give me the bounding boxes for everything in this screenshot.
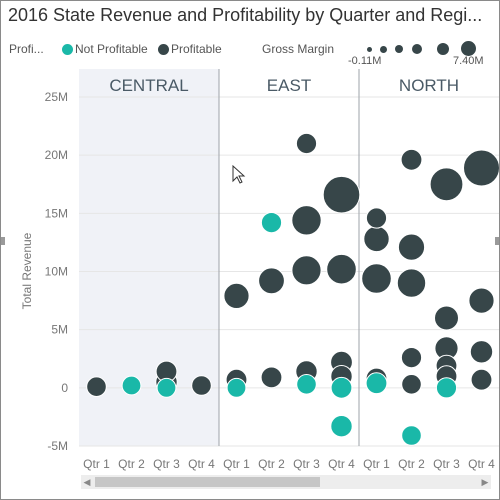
y-tick-label: 5M [51,323,68,337]
legend-size-title: Gross Margin [262,42,335,56]
data-point-central-qtr2[interactable] [121,375,142,396]
data-point-east-qtr4[interactable] [330,415,353,438]
data-point-east-qtr3[interactable] [295,132,318,155]
panel-header-central: CENTRAL [109,76,188,95]
data-point-central-qtr3[interactable] [156,377,177,398]
data-point-north-qtr4[interactable] [463,149,500,187]
data-point-east-qtr4[interactable] [330,376,353,399]
data-point-north-qtr4[interactable] [468,287,495,314]
y-tick-label: 20M [45,148,68,162]
x-tick-label: Qtr 1 [223,457,250,471]
x-tick-label: Qtr 4 [328,457,355,471]
data-point-north-qtr1[interactable] [365,372,388,395]
x-tick-label: Qtr 3 [153,457,180,471]
legend-size-marker [395,45,403,53]
legend-marker-profitable [158,44,169,55]
mouse-pointer-icon [232,165,246,184]
data-point-east-qtr2[interactable] [260,212,283,234]
data-point-north-qtr4[interactable] [470,368,493,391]
legend-size-marker [367,47,372,52]
legend-marker-not-profitable [62,44,73,55]
x-tick-label: Qtr 2 [398,457,425,471]
legend-item-not-profitable[interactable]: Not Profitable [75,42,148,56]
panel-dividers [218,69,360,446]
data-point-north-qtr2[interactable] [397,233,426,261]
x-tick-label: Qtr 2 [118,457,145,471]
legend-size-marker [412,44,422,54]
data-point-north-qtr2[interactable] [401,374,422,395]
data-point-north-qtr1[interactable] [365,207,388,229]
x-tick-label: Qtr 4 [188,457,215,471]
data-point-central-qtr4[interactable] [191,375,212,396]
y-tick-label: 25M [45,90,68,104]
data-point-north-qtr1[interactable] [363,225,390,253]
x-tick-label: Qtr 3 [293,457,320,471]
x-tick-label: Qtr 3 [433,457,460,471]
y-tick-label: 15M [45,206,68,220]
data-point-north-qtr2[interactable] [400,347,423,369]
data-points [86,132,500,446]
panel-header-east: EAST [267,76,311,95]
panel-headers: CENTRAL EAST NORTH [109,76,459,95]
horizontal-scrollbar[interactable]: ◀ ▶ [81,475,491,489]
legend-item-profitable[interactable]: Profitable [171,42,222,56]
x-tick-label: Qtr 4 [468,457,495,471]
data-point-central-qtr1[interactable] [86,376,107,398]
data-point-north-qtr3[interactable] [434,305,459,331]
x-axis: Qtr 1 Qtr 2 Qtr 3 Qtr 4 Qtr 1 Qtr 2 Qtr 3 Qtr 4… [83,457,495,471]
data-point-east-qtr2[interactable] [258,267,285,295]
chevron-left-icon[interactable]: ◀ [83,477,91,487]
legend: Profi... Not Profitable Profitable Gross… [1,37,499,67]
data-point-east-qtr2[interactable] [260,366,283,389]
gridlines [79,96,499,447]
data-point-north-qtr3[interactable] [435,377,458,399]
data-point-north-qtr4[interactable] [469,340,494,364]
resize-handle-right[interactable] [495,237,499,245]
data-point-east-qtr4[interactable] [326,253,357,285]
legend-size-marker [461,41,476,56]
data-point-east-qtr3[interactable] [296,374,317,395]
legend-size-min: -0.11M [348,55,382,67]
y-tick-label: 10M [45,265,68,279]
scrollbar-thumb[interactable] [95,477,320,487]
chart-plot-area[interactable]: CENTRAL EAST NORTH 25M 20M 15M 10M 5M 0 -5M Qtr … [1,1,499,471]
x-tick-label: Qtr 1 [83,457,110,471]
resize-handle-left[interactable] [1,237,5,245]
data-point-north-qtr2[interactable] [400,148,423,171]
data-point-east-qtr3[interactable] [291,255,322,286]
y-tick-label: 0 [61,381,68,395]
x-tick-label: Qtr 2 [258,457,285,471]
data-point-east-qtr4[interactable] [322,175,361,214]
data-point-north-qtr3[interactable] [429,167,464,202]
x-tick-label: Qtr 1 [363,457,390,471]
data-point-east-qtr1[interactable] [223,282,250,309]
y-axis: 25M 20M 15M 10M 5M 0 -5M [45,90,69,453]
data-point-east-qtr1[interactable] [226,377,247,398]
data-point-east-qtr3[interactable] [291,205,322,236]
y-tick-label: -5M [47,439,68,453]
chart-title: 2016 State Revenue and Profitability by … [8,5,483,25]
data-point-north-qtr2[interactable] [396,268,427,298]
legend-size-marker [380,46,387,53]
chevron-right-icon[interactable]: ▶ [481,477,489,487]
data-point-north-qtr2[interactable] [401,425,422,446]
panel-header-north: NORTH [399,76,459,95]
data-point-north-qtr1[interactable] [361,263,392,294]
y-axis-title: Total Revenue [20,232,34,309]
legend-size-max: 7.40M [453,55,484,67]
legend-size-marker [437,43,449,55]
legend-color-title: Profi... [9,42,44,56]
